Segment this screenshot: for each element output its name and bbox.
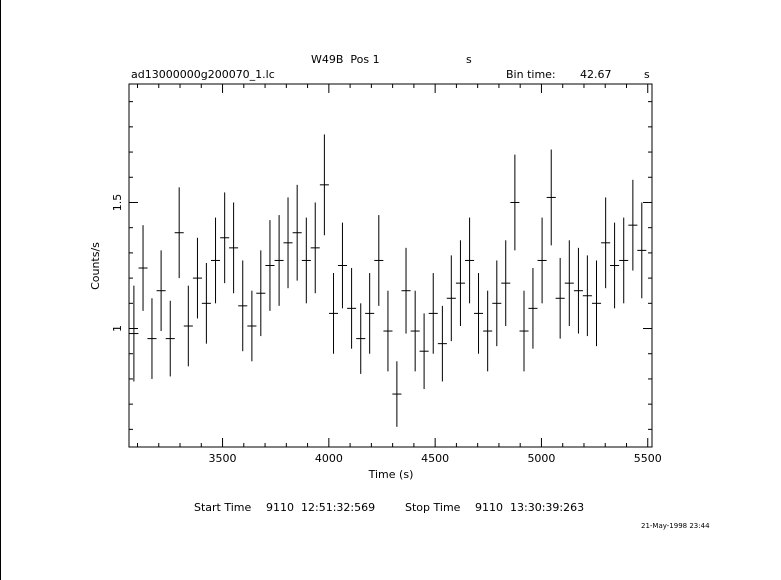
data-point (256, 250, 266, 337)
data-point (564, 240, 574, 326)
data-point (265, 220, 275, 311)
stop-time-label: Stop Time (405, 501, 461, 514)
data-point (356, 303, 366, 374)
data-point (465, 217, 475, 304)
data-point (201, 262, 211, 344)
data-point (365, 273, 375, 354)
data-point (501, 240, 511, 326)
data-point (483, 290, 493, 372)
chart-title: W49B Pos 1 (311, 53, 380, 66)
data-point (247, 290, 257, 362)
data-point (292, 184, 302, 281)
data-point (410, 290, 420, 372)
data-point (537, 217, 547, 304)
data-point (328, 273, 339, 354)
plot-frame (128, 83, 653, 448)
data-point (619, 217, 629, 304)
chart-title-unit: s (466, 53, 472, 66)
file-name: ad13000000g200070_1.lc (131, 68, 275, 81)
data-point (238, 260, 248, 352)
data-point (183, 285, 193, 367)
data-point (555, 257, 565, 339)
data-point (129, 285, 139, 382)
data-point (347, 268, 357, 349)
data-point (528, 268, 538, 349)
data-point (628, 179, 638, 271)
data-point (274, 215, 284, 306)
axis-tick-labels: 3500 4000 4500 5000 5500 1 1.5 (111, 194, 662, 465)
data-point (147, 298, 157, 379)
data-point (473, 273, 484, 354)
data-point (165, 300, 175, 377)
date-stamp: 21-May-1998 23:44 (641, 522, 710, 530)
data-point (455, 240, 465, 326)
y-axis-label: Counts/s (89, 242, 102, 290)
x-tick-label: 4500 (421, 452, 449, 465)
data-point (337, 222, 347, 309)
data-point (437, 305, 447, 382)
data-point (446, 255, 456, 342)
y-tick-label: 1.5 (111, 194, 124, 212)
data-point (229, 202, 239, 294)
y-tick-label: 1 (111, 325, 124, 332)
data-point (546, 149, 556, 246)
x-axis-label: Time (s) (368, 468, 414, 481)
data-point (192, 237, 202, 319)
data-point (492, 260, 502, 347)
x-tick-label: 5000 (527, 452, 555, 465)
data-point (319, 134, 329, 236)
data-point (310, 202, 320, 294)
data-point (301, 217, 311, 304)
x-tick-label: 4000 (315, 452, 343, 465)
data-point (401, 247, 411, 334)
x-tick-label: 3500 (209, 452, 237, 465)
data-point (637, 202, 647, 299)
data-point (519, 290, 529, 372)
data-point (582, 255, 592, 337)
data-point (383, 290, 393, 372)
axis-ticks (129, 84, 652, 447)
data-point (591, 260, 602, 347)
data-point (601, 197, 611, 289)
start-time-value: 9110 12:51:32:569 (266, 501, 376, 514)
data-point (392, 361, 402, 427)
data-point (283, 197, 293, 289)
data-point (610, 222, 620, 309)
data-point (220, 192, 230, 284)
data-point (174, 187, 184, 279)
x-tick-label: 5500 (634, 452, 662, 465)
bin-time-value: 42.67 (580, 68, 612, 81)
data-point (510, 154, 520, 251)
data-point (428, 273, 438, 354)
data-point (211, 217, 221, 304)
stop-time-value: 9110 13:30:39:263 (475, 501, 585, 514)
data-point (419, 313, 429, 390)
data-point (374, 215, 384, 306)
start-time-label: Start Time (194, 501, 252, 514)
data-point (138, 225, 148, 311)
bin-time-unit: s (644, 68, 650, 81)
data-point (156, 250, 166, 332)
data-points (129, 134, 647, 427)
bin-time-label: Bin time: (506, 68, 556, 81)
data-point (573, 247, 583, 334)
